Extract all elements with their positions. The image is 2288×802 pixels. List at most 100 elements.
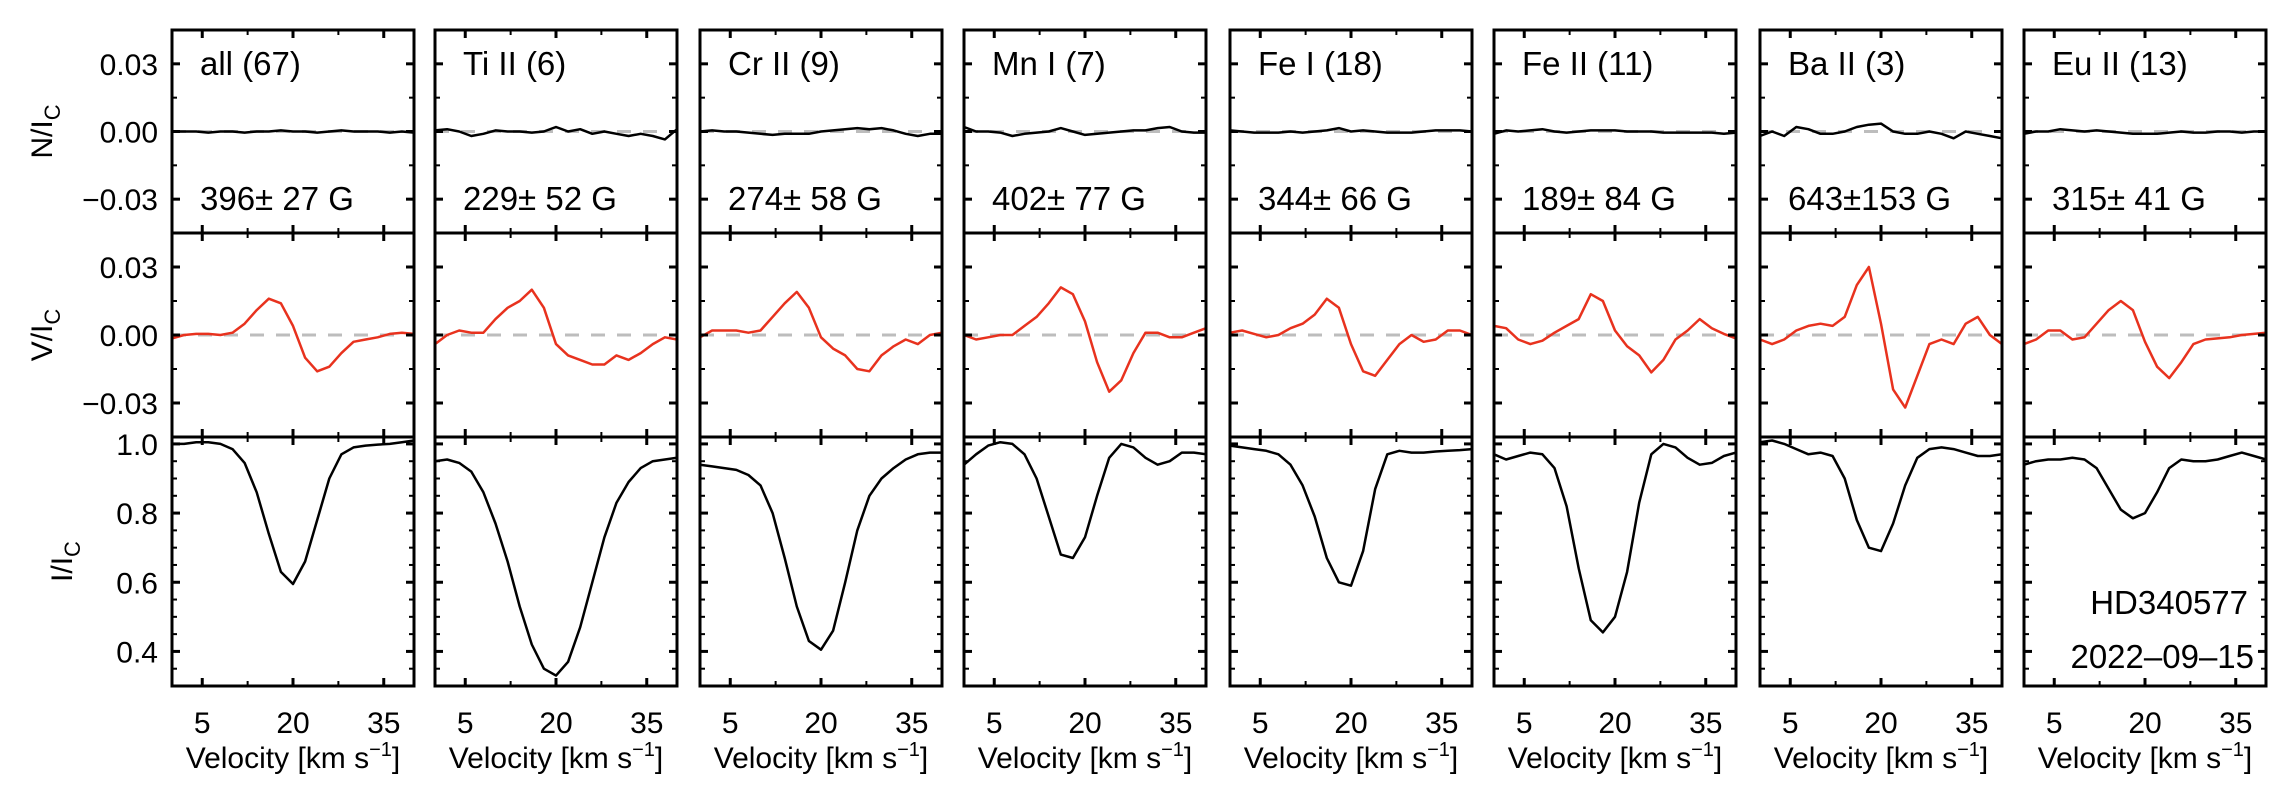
x-axis-title-end: ] xyxy=(1714,742,1722,775)
field-strength-label: 643±153 G xyxy=(1788,180,1951,217)
y-axis-title-main: N/I xyxy=(26,120,59,158)
n-profile-line xyxy=(699,126,942,138)
subplot-i xyxy=(1228,435,1474,688)
x-tick-label: 20 xyxy=(1598,707,1631,740)
y-tick-label: 0.00 xyxy=(100,117,158,150)
x-tick-label: 20 xyxy=(1864,707,1897,740)
v-profile-line xyxy=(1759,265,2003,409)
x-tick-label: 35 xyxy=(1159,707,1192,740)
panel-label: Fe I (18) xyxy=(1258,45,1383,82)
x-axis-title-end: ] xyxy=(1980,742,1988,775)
subplot-i xyxy=(698,435,944,688)
i-profile-line xyxy=(172,439,415,586)
y-axis-title-subscript: C xyxy=(40,104,65,120)
n-profile-line xyxy=(1759,122,2003,140)
x-axis-title-superscript: −1 xyxy=(1957,739,1980,761)
subplot-v xyxy=(2022,231,2268,439)
x-axis-title-main: Velocity [km s xyxy=(1508,742,1691,775)
n-profile-line xyxy=(1229,126,1473,134)
x-tick-label: 5 xyxy=(1252,707,1269,740)
x-axis-title-superscript: −1 xyxy=(369,739,392,761)
field-strength-label: 396± 27 G xyxy=(200,180,354,217)
n-profile-line xyxy=(963,125,1206,138)
y-tick-label: 0.6 xyxy=(116,567,158,600)
x-axis-title-main: Velocity [km s xyxy=(449,742,632,775)
x-axis-title-main: Velocity [km s xyxy=(714,742,897,775)
i-profile-line xyxy=(1759,439,2003,553)
y-tick-label: −0.03 xyxy=(82,184,158,217)
subplot-frame xyxy=(1228,435,1474,688)
v-profile-line xyxy=(2023,299,2267,380)
panel-label: Cr II (9) xyxy=(728,45,840,82)
n-profile-line xyxy=(172,129,415,134)
x-tick-label: 5 xyxy=(1782,707,1799,740)
field-strength-label: 344± 66 G xyxy=(1258,180,1412,217)
y-tick-label: 0.00 xyxy=(100,320,158,353)
x-axis-title-main: Velocity [km s xyxy=(186,742,369,775)
x-axis-title-end: ] xyxy=(655,742,663,775)
y-axis-title-subscript: C xyxy=(60,541,85,557)
y-axis-title-i: I/IC xyxy=(46,541,85,582)
panel-label: Fe II (11) xyxy=(1522,45,1653,82)
x-tick-label: 20 xyxy=(1334,707,1367,740)
n-profile-line xyxy=(2023,127,2266,136)
x-axis-title-main: Velocity [km s xyxy=(1774,742,1957,775)
x-axis-title: Velocity [km s−1] xyxy=(1774,739,1989,775)
y-tick-label: −0.03 xyxy=(82,388,158,421)
x-axis-title-main: Velocity [km s xyxy=(1244,742,1427,775)
x-tick-label: 35 xyxy=(1425,707,1458,740)
i-profile-line xyxy=(963,440,1207,560)
v-profile-line xyxy=(1229,297,1473,378)
subplot-frame xyxy=(1758,435,2004,688)
x-tick-label: 35 xyxy=(630,707,663,740)
x-axis-title-superscript: −1 xyxy=(1161,739,1184,761)
subplot-v xyxy=(433,231,679,439)
x-tick-label: 35 xyxy=(1689,707,1722,740)
y-tick-label: 0.03 xyxy=(100,252,158,285)
x-axis-title-superscript: −1 xyxy=(1691,739,1714,761)
subplot-frame xyxy=(170,435,416,688)
x-tick-label: 20 xyxy=(539,707,572,740)
x-tick-label: 5 xyxy=(194,707,211,740)
x-axis-title: Velocity [km s−1] xyxy=(1244,739,1459,775)
x-tick-label: 20 xyxy=(276,707,309,740)
y-tick-label: 0.8 xyxy=(116,498,158,531)
x-axis-title-end: ] xyxy=(392,742,400,775)
field-strength-label: 274± 58 G xyxy=(728,180,882,217)
subplot-frame xyxy=(962,435,1208,688)
panel-label: all (67) xyxy=(200,45,301,82)
x-axis-title: Velocity [km s−1] xyxy=(449,739,664,775)
x-tick-label: 5 xyxy=(722,707,739,740)
y-axis-title-main: V/I xyxy=(26,325,59,362)
n-profile-line xyxy=(1493,127,1737,136)
v-profile-line xyxy=(699,290,943,373)
i-profile-line xyxy=(1493,442,1737,634)
x-axis-title-end: ] xyxy=(920,742,928,775)
panel-label: Ti II (6) xyxy=(463,45,566,82)
observation-date-label: 2022–09–15 xyxy=(2070,638,2254,675)
subplot-frame xyxy=(1492,435,1738,688)
subplot-i xyxy=(1492,435,1738,688)
x-axis-title: Velocity [km s−1] xyxy=(978,739,1193,775)
x-axis-title-main: Velocity [km s xyxy=(2038,742,2221,775)
field-strength-label: 315± 41 G xyxy=(2052,180,2206,217)
star-name-label: HD340577 xyxy=(2090,584,2248,621)
field-strength-label: 229± 52 G xyxy=(463,180,617,217)
x-tick-label: 5 xyxy=(457,707,474,740)
x-axis-title: Velocity [km s−1] xyxy=(714,739,929,775)
field-strength-label: 189± 84 G xyxy=(1522,180,1676,217)
subplot-i xyxy=(170,435,416,688)
subplot-v xyxy=(1492,231,1738,439)
v-profile-line xyxy=(171,297,415,373)
y-axis-title-main: I/I xyxy=(46,557,79,582)
subplot-i xyxy=(2022,435,2268,688)
x-tick-label: 5 xyxy=(2046,707,2063,740)
subplot-v xyxy=(1228,231,1474,439)
